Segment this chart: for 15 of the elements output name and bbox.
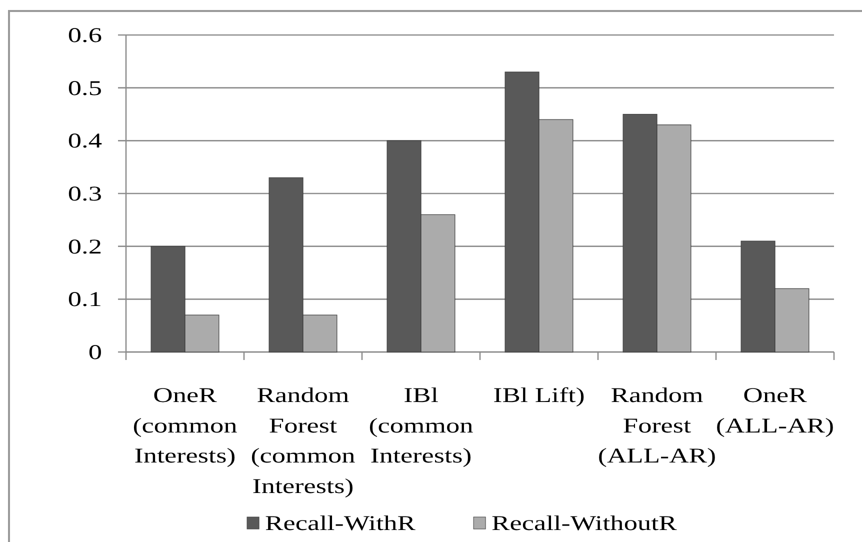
y-tick-label: 0.2	[68, 235, 102, 259]
x-tick-label: Random Forest (common Interests)	[250, 384, 356, 498]
y-tick-label: 0.3	[68, 182, 102, 206]
x-tick-label: Random Forest (ALL-AR)	[598, 384, 716, 468]
x-tick-label: IBl (common Interests)	[368, 384, 474, 468]
x-tick-label: IBl Lift)	[493, 384, 585, 408]
x-tick-label: OneR (common Interests)	[132, 384, 238, 468]
y-tick-label: 0.1	[68, 288, 102, 312]
y-tick-label: 0.5	[68, 76, 102, 100]
legend-label: Recall-WithoutR	[492, 512, 678, 536]
x-tick-label: OneR (ALL-AR)	[716, 384, 834, 438]
legend-label: Recall-WithR	[265, 512, 416, 536]
y-tick-label: 0.6	[68, 24, 102, 48]
y-tick-label: 0.4	[68, 130, 102, 153]
y-tick-label: 0	[88, 340, 102, 364]
